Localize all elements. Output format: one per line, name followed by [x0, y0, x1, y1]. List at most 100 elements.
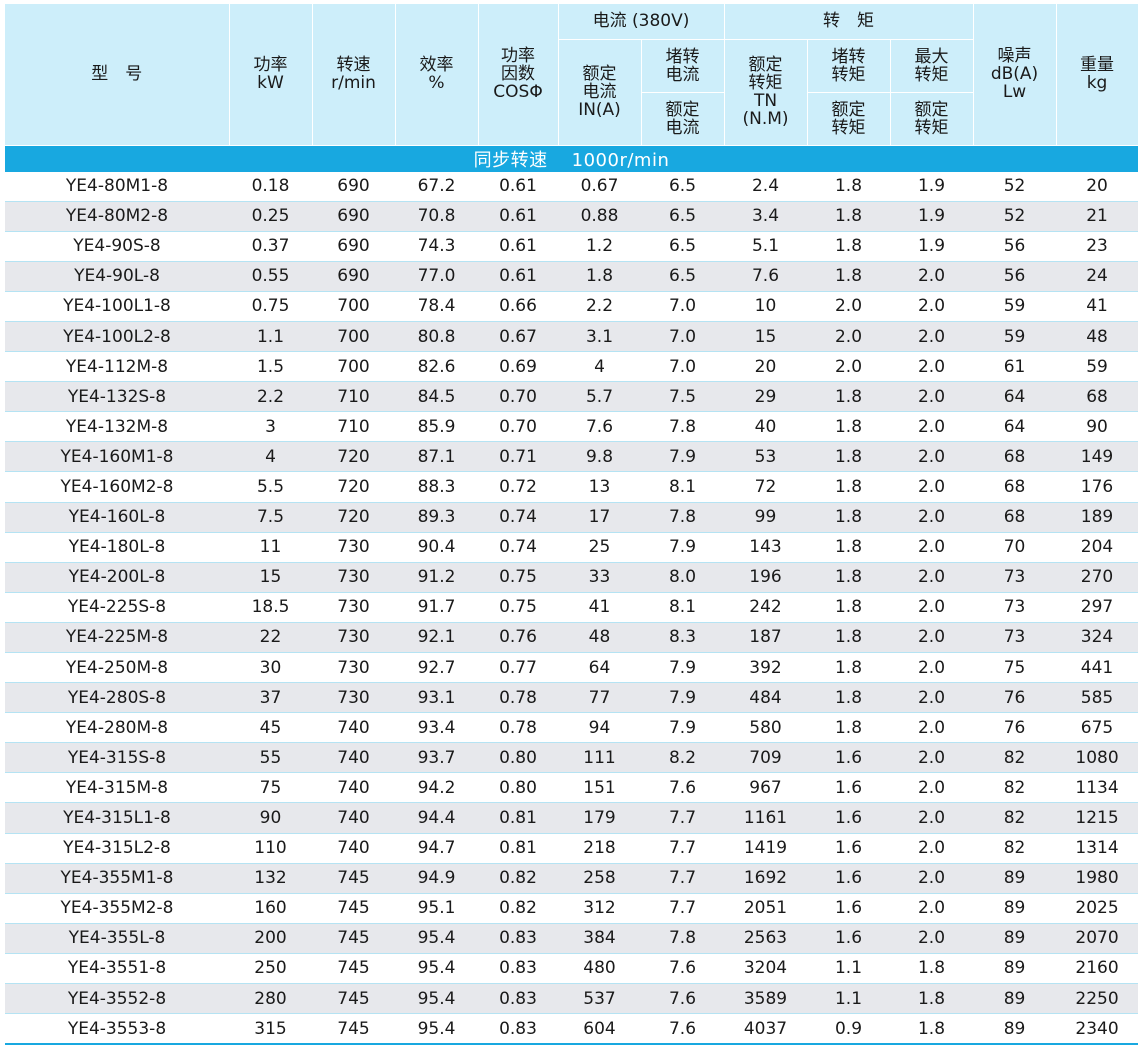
cell-locked-current-ratio: 7.8 [641, 411, 724, 443]
cell-model: YE4-280S-8 [5, 682, 229, 714]
cell-speed: 730 [312, 592, 395, 623]
cell-weight: 2160 [1056, 953, 1139, 985]
cell-max-torque-ratio: 1.9 [890, 201, 974, 232]
cell-locked-current-ratio: 7.7 [641, 863, 724, 894]
cell-speed: 745 [312, 983, 395, 1015]
header-efficiency: 效率 % [395, 4, 479, 146]
cell-weight: 24 [1056, 261, 1139, 292]
cell-power: 18.5 [229, 592, 312, 623]
cell-max-torque-ratio: 1.9 [890, 231, 974, 262]
cell-locked-torque-ratio: 1.8 [807, 532, 890, 563]
cell-power-factor: 0.74 [478, 532, 558, 563]
cell-rated-current: 94 [558, 712, 641, 744]
cell-weight: 41 [1056, 291, 1139, 322]
cell-rated-torque: 29 [724, 381, 807, 413]
cell-weight: 441 [1056, 652, 1139, 684]
cell-weight: 204 [1056, 532, 1139, 563]
cell-rated-current: 0.88 [558, 201, 641, 232]
cell-weight: 1314 [1056, 833, 1139, 864]
cell-max-torque-ratio: 2.0 [890, 863, 974, 894]
cell-locked-current-ratio: 7.7 [641, 833, 724, 864]
cell-max-torque-ratio: 1.9 [890, 171, 974, 202]
header-model: 型 号 [5, 4, 230, 146]
table-row: YE4-3552-8 280 745 95.4 0.83 537 7.6 3589 1.1 1.8… [5, 983, 1139, 1015]
cell-rated-torque: 143 [724, 532, 807, 563]
cell-power-factor: 0.71 [478, 441, 558, 473]
cell-efficiency: 93.1 [395, 682, 478, 714]
table-row: YE4-90L-8 0.55 690 77.0 0.61 1.8 6.5 7.6 1.8 2.0 5… [5, 261, 1139, 292]
cell-rated-current: 13 [558, 471, 641, 503]
table-row: YE4-225S-8 18.5 730 91.7 0.75 41 8.1 242 1.8 2.0 7… [5, 592, 1139, 623]
cell-rated-current: 111 [558, 742, 641, 774]
cell-weight: 21 [1056, 201, 1139, 232]
table-row: YE4-100L1-8 0.75 700 78.4 0.66 2.2 7.0 10 2.0 2.0… [5, 291, 1139, 322]
cell-rated-current: 151 [558, 772, 641, 804]
cell-model: YE4-100L2-8 [5, 321, 229, 353]
cell-rated-torque: 7.6 [724, 261, 807, 292]
cell-weight: 1080 [1056, 742, 1139, 774]
cell-power-factor: 0.61 [478, 201, 558, 232]
cell-power: 1.1 [229, 321, 312, 353]
cell-rated-current: 384 [558, 923, 641, 954]
cell-model: YE4-3553-8 [5, 1013, 229, 1045]
cell-power-factor: 0.61 [478, 231, 558, 262]
cell-power-factor: 0.74 [478, 502, 558, 533]
cell-speed: 710 [312, 381, 395, 413]
cell-efficiency: 85.9 [395, 411, 478, 443]
cell-locked-current-ratio: 8.0 [641, 562, 724, 593]
cell-power: 0.25 [229, 201, 312, 232]
cell-noise: 76 [973, 712, 1057, 744]
cell-power-factor: 0.83 [478, 923, 558, 954]
cell-rated-torque: 40 [724, 411, 807, 443]
cell-locked-torque-ratio: 1.1 [807, 953, 890, 985]
cell-noise: 89 [973, 953, 1057, 985]
section-label-cell: 同步转速 1000r/min [5, 145, 1139, 172]
cell-efficiency: 77.0 [395, 261, 478, 292]
cell-weight: 2070 [1056, 923, 1139, 954]
cell-efficiency: 80.8 [395, 321, 478, 353]
cell-locked-torque-ratio: 1.8 [807, 441, 890, 473]
cell-rated-torque: 1692 [724, 863, 807, 894]
table-row: YE4-280S-8 37 730 93.1 0.78 77 7.9 484 1.8 2.0 76 5… [5, 682, 1139, 714]
cell-locked-current-ratio: 7.0 [641, 351, 724, 383]
cell-model: YE4-3551-8 [5, 953, 229, 985]
table-row: YE4-315L2-8 110 740 94.7 0.81 218 7.7 1419 1.6 2.… [5, 833, 1139, 864]
cell-power: 30 [229, 652, 312, 684]
cell-speed: 740 [312, 712, 395, 744]
cell-locked-current-ratio: 7.9 [641, 532, 724, 563]
cell-efficiency: 70.8 [395, 201, 478, 232]
cell-speed: 730 [312, 532, 395, 563]
cell-model: YE4-225M-8 [5, 622, 229, 654]
cell-noise: 89 [973, 1013, 1057, 1045]
cell-locked-torque-ratio: 1.8 [807, 712, 890, 744]
cell-max-torque-ratio: 2.0 [890, 411, 974, 443]
cell-noise: 73 [973, 592, 1057, 623]
table-row: YE4-132S-8 2.2 710 84.5 0.70 5.7 7.5 29 1.8 2.0 64… [5, 381, 1139, 413]
cell-locked-current-ratio: 7.9 [641, 682, 724, 714]
table-row: YE4-3553-8 315 745 95.4 0.83 604 7.6 4037 0.9 1.8… [5, 1013, 1139, 1045]
cell-rated-torque: 967 [724, 772, 807, 804]
cell-power: 4 [229, 441, 312, 473]
cell-max-torque-ratio: 2.0 [890, 592, 974, 623]
cell-noise: 68 [973, 502, 1057, 533]
table-row: YE4-225M-8 22 730 92.1 0.76 48 8.3 187 1.8 2.0 73 3… [5, 622, 1139, 654]
cell-power-factor: 0.81 [478, 833, 558, 864]
cell-rated-current: 4 [558, 351, 641, 383]
cell-weight: 149 [1056, 441, 1139, 473]
cell-noise: 59 [973, 291, 1057, 322]
cell-power: 0.75 [229, 291, 312, 322]
cell-model: YE4-3552-8 [5, 983, 229, 1015]
cell-noise: 89 [973, 893, 1057, 924]
cell-efficiency: 78.4 [395, 291, 478, 322]
cell-noise: 89 [973, 983, 1057, 1015]
cell-weight: 297 [1056, 592, 1139, 623]
table-row: YE4-160M1-8 4 720 87.1 0.71 9.8 7.9 53 1.8 2.0 68 1… [5, 441, 1139, 473]
cell-speed: 740 [312, 802, 395, 834]
cell-rated-torque: 10 [724, 291, 807, 322]
cell-noise: 59 [973, 321, 1057, 353]
cell-speed: 745 [312, 893, 395, 924]
cell-rated-torque: 3589 [724, 983, 807, 1015]
cell-power-factor: 0.83 [478, 983, 558, 1015]
cell-efficiency: 95.4 [395, 1013, 478, 1045]
cell-max-torque-ratio: 2.0 [890, 291, 974, 322]
